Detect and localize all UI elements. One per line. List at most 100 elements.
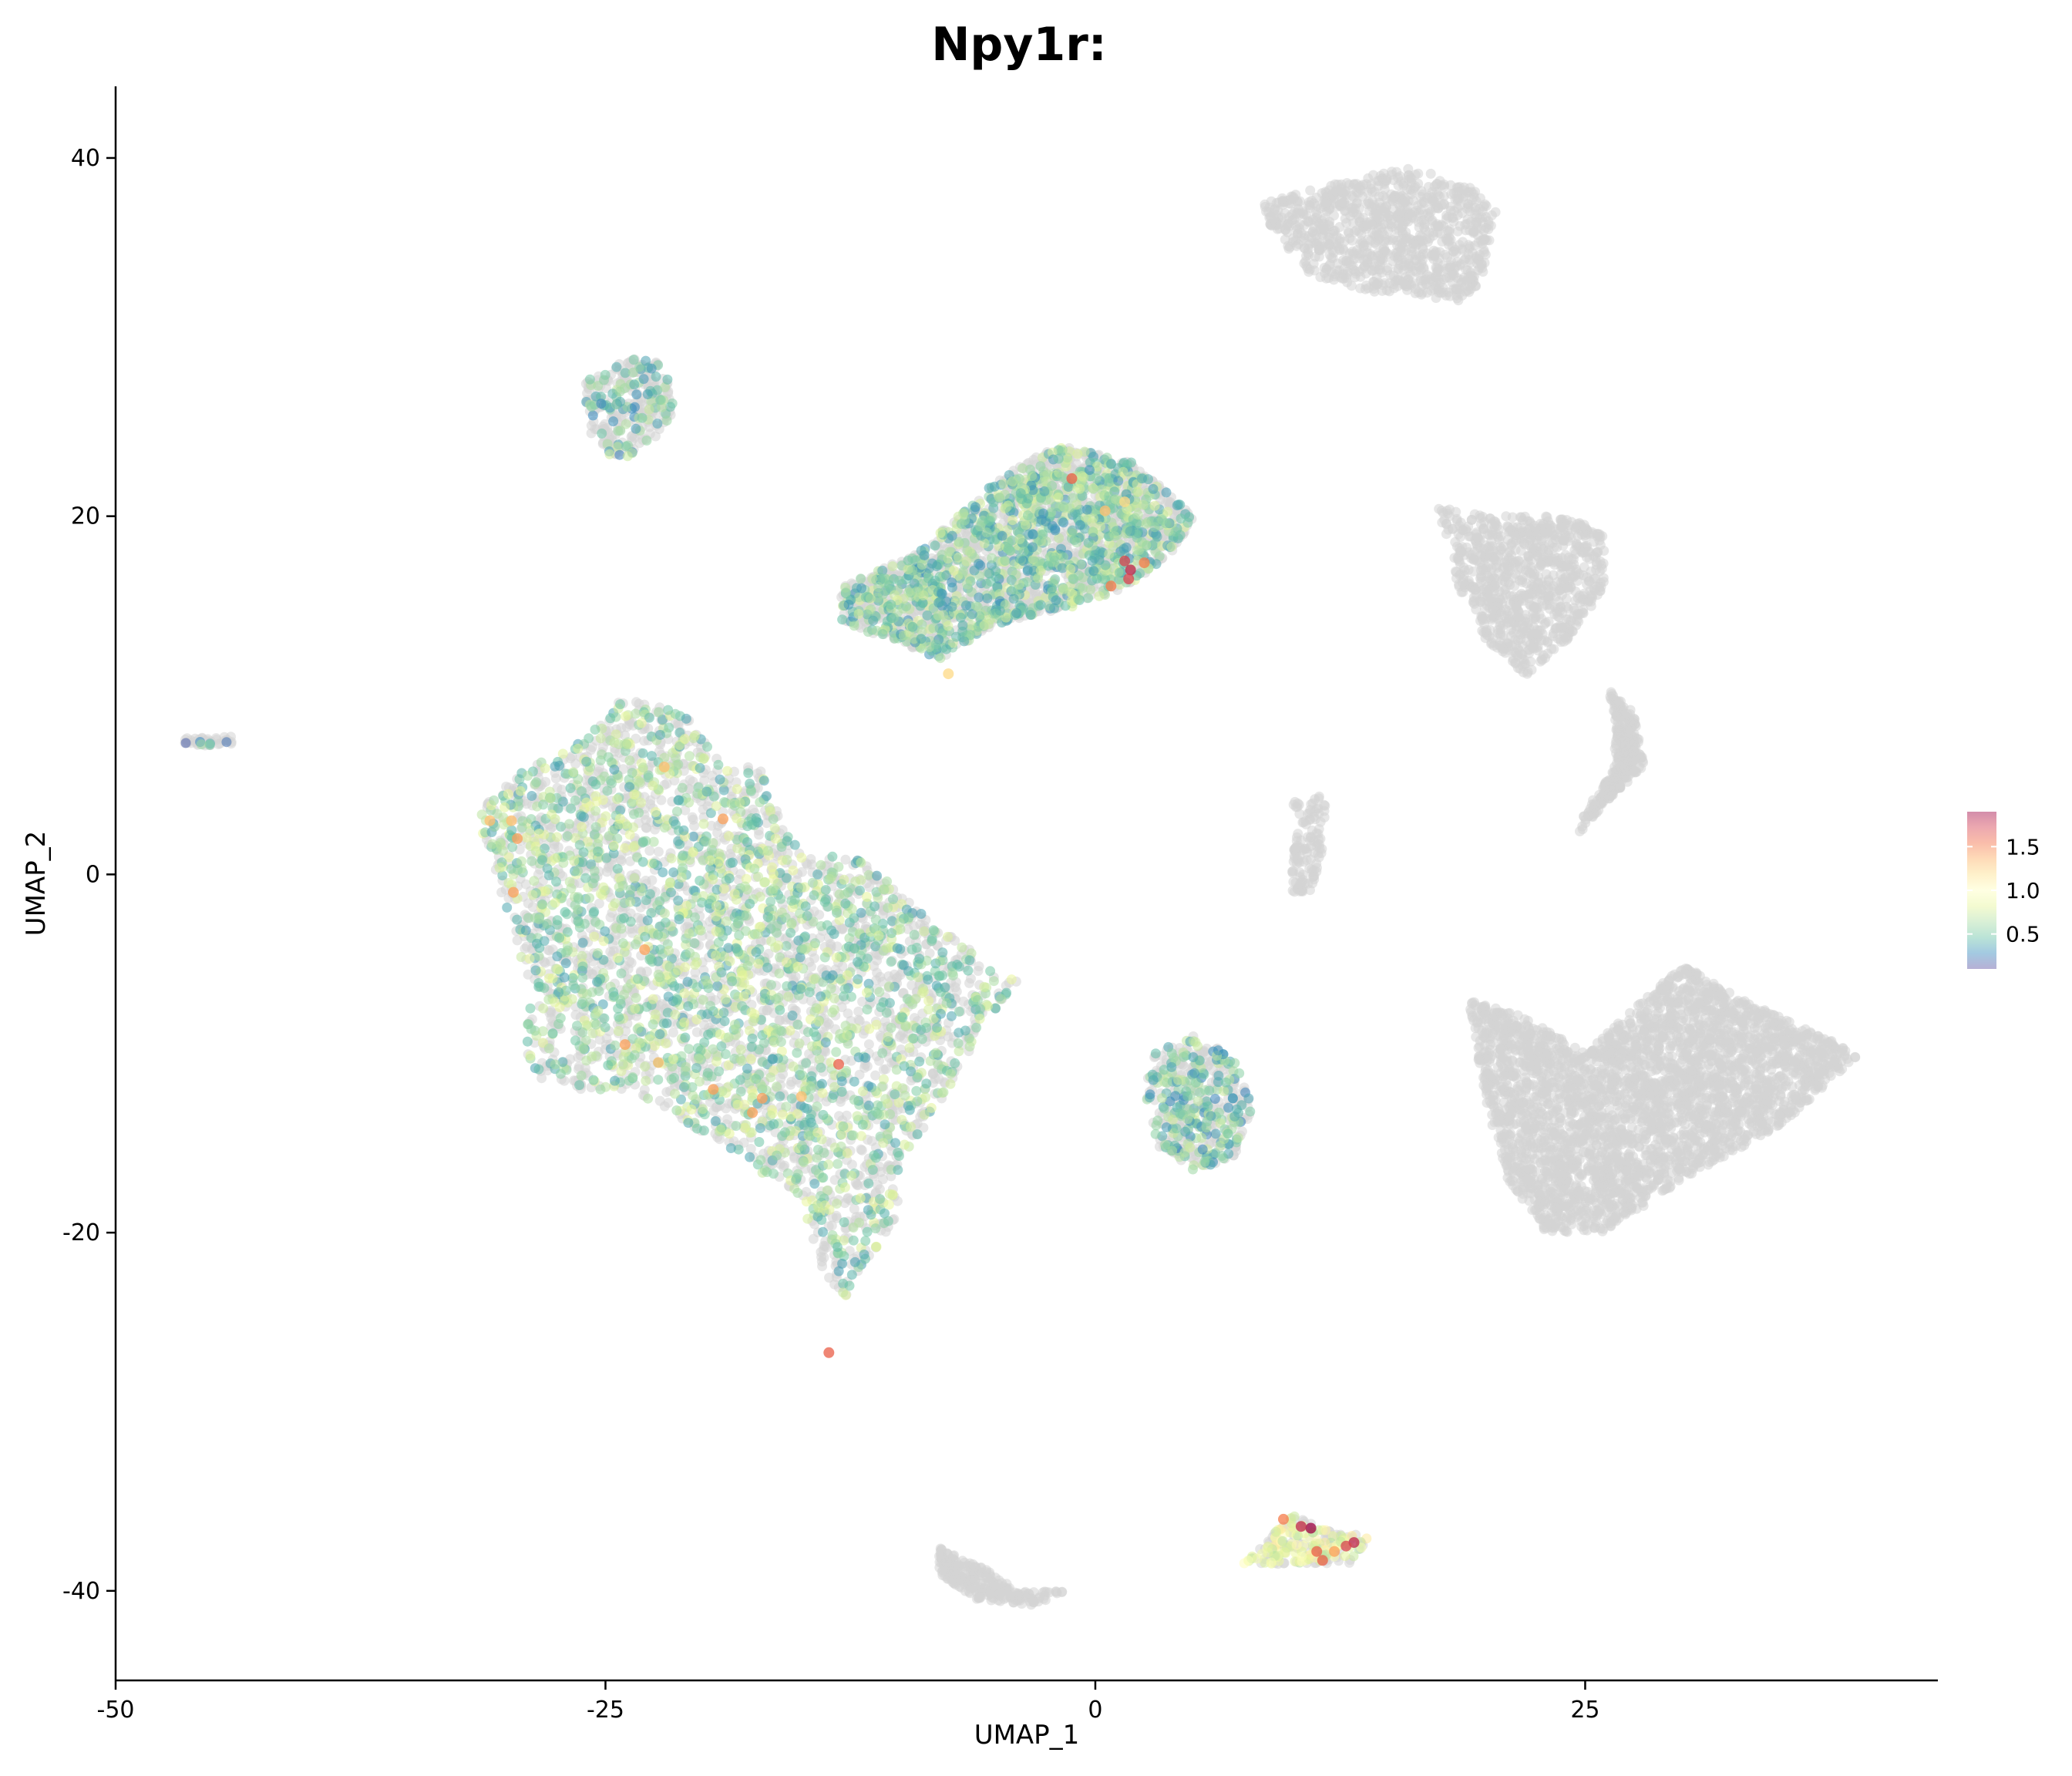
- cell-point: [1394, 225, 1404, 236]
- cell-point-expressed: [853, 609, 864, 619]
- cell-point: [1365, 183, 1376, 194]
- cell-point: [1396, 234, 1407, 244]
- cell-point: [1388, 233, 1398, 244]
- cell-point-expressed: [651, 372, 661, 382]
- cell-point-expressed: [928, 623, 939, 634]
- cell-point-expressed: [931, 561, 942, 572]
- cell-point: [1354, 213, 1365, 224]
- cell-point: [1521, 636, 1532, 647]
- cell-point-expressed: [974, 592, 984, 603]
- cell-point: [1315, 272, 1326, 282]
- cell-point: [1441, 214, 1451, 224]
- cell-point: [1572, 614, 1583, 625]
- cell-point-expressed: [1022, 564, 1033, 575]
- cell-point: [1612, 711, 1623, 722]
- cell-point: [1378, 219, 1389, 230]
- cell-point-expressed: [637, 412, 648, 423]
- cell-point: [1374, 230, 1384, 240]
- cell-point-expressed: [622, 451, 633, 462]
- cell-point-expressed: [867, 574, 878, 584]
- cell-point: [1501, 511, 1512, 522]
- cell-point: [1346, 281, 1357, 291]
- cell-point-expressed: [1051, 595, 1061, 606]
- cell-point-expressed: [998, 479, 1009, 489]
- cell-point-expressed: [1057, 472, 1068, 482]
- cell-point: [1390, 190, 1401, 201]
- cell-point-expressed: [1007, 515, 1018, 526]
- cell-point: [1487, 610, 1498, 621]
- cell-point: [1310, 230, 1321, 240]
- cell-point-expressed: [1104, 476, 1115, 487]
- cell-point: [1595, 556, 1606, 567]
- cell-point-expressed: [620, 383, 631, 393]
- cell-point: [1337, 187, 1348, 198]
- cell-point-expressed: [1071, 500, 1082, 510]
- cell-point: [1290, 235, 1301, 246]
- cell-point-expressed: [1081, 504, 1092, 515]
- cell-point-expressed: [1100, 560, 1111, 570]
- cell-point: [1314, 244, 1324, 255]
- cell-point-expressed: [1000, 555, 1011, 566]
- cell-point: [1320, 197, 1331, 208]
- cell-point: [1402, 201, 1413, 211]
- cell-point: [1374, 260, 1385, 271]
- cell-point-expressed: [621, 419, 631, 429]
- cell-point: [1362, 219, 1373, 230]
- cell-point-expressed: [1176, 513, 1186, 524]
- cell-point: [1290, 190, 1301, 200]
- cell-point-expressed: [922, 610, 933, 621]
- cell-point-expressed: [1034, 557, 1044, 567]
- cell-point-expressed: [997, 530, 1007, 541]
- cell-point-expressed: [615, 396, 626, 407]
- cell-point: [1347, 235, 1357, 246]
- cell-point-expressed: [1087, 556, 1098, 566]
- cell-point: [1460, 225, 1471, 236]
- cell-point-expressed: [1125, 526, 1135, 536]
- cell-point: [1454, 284, 1465, 294]
- cell-point-expressed: [948, 565, 959, 576]
- cell-point-expressed: [1166, 541, 1177, 552]
- cell-point-expressed: [947, 577, 957, 588]
- cluster-big-left: [476, 697, 1021, 1300]
- cell-point-expressed: [958, 508, 968, 519]
- cell-point-expressed: [953, 552, 964, 563]
- cell-point-expressed: [917, 560, 927, 570]
- cell-point-expressed: [970, 502, 980, 513]
- cell-point: [1519, 511, 1530, 522]
- cell-point: [1497, 643, 1508, 654]
- cell-point: [1511, 648, 1521, 658]
- cell-point: [1544, 539, 1555, 550]
- cell-point-expressed: [1148, 483, 1159, 494]
- cell-point: [1593, 547, 1603, 557]
- cell-point: [1622, 709, 1633, 720]
- cell-point: [1556, 522, 1566, 533]
- cell-point: [1463, 249, 1474, 260]
- cell-point: [1545, 520, 1556, 530]
- cell-point-expressed: [1050, 574, 1061, 584]
- cell-point-expressed: [620, 368, 631, 378]
- cell-point: [1277, 193, 1287, 204]
- cell-point: [1387, 166, 1397, 177]
- cell-point: [1458, 237, 1468, 247]
- cell-point: [1451, 541, 1462, 552]
- cell-point-expressed: [1118, 466, 1128, 477]
- cell-point-expressed: [1121, 542, 1132, 553]
- cell-point-expressed: [938, 610, 949, 621]
- cell-point: [1589, 799, 1599, 809]
- cell-point: [1586, 590, 1596, 600]
- cell-point: [1441, 235, 1452, 246]
- cell-point-expressed: [631, 389, 642, 400]
- cell-point-expressed: [1001, 503, 1011, 513]
- cell-point: [1283, 244, 1294, 254]
- cell-point-expressed: [979, 620, 990, 631]
- cell-point: [1354, 253, 1364, 264]
- cell-point: [1616, 731, 1627, 742]
- cell-point-expressed: [608, 416, 619, 427]
- cell-point: [1468, 566, 1478, 577]
- cell-point-expressed: [935, 527, 946, 538]
- cell-point-expressed: [943, 621, 954, 631]
- cell-point: [1315, 221, 1326, 232]
- cell-point-expressed: [960, 600, 971, 610]
- cell-point-expressed: [843, 599, 854, 610]
- scatter-points: [180, 163, 1861, 1610]
